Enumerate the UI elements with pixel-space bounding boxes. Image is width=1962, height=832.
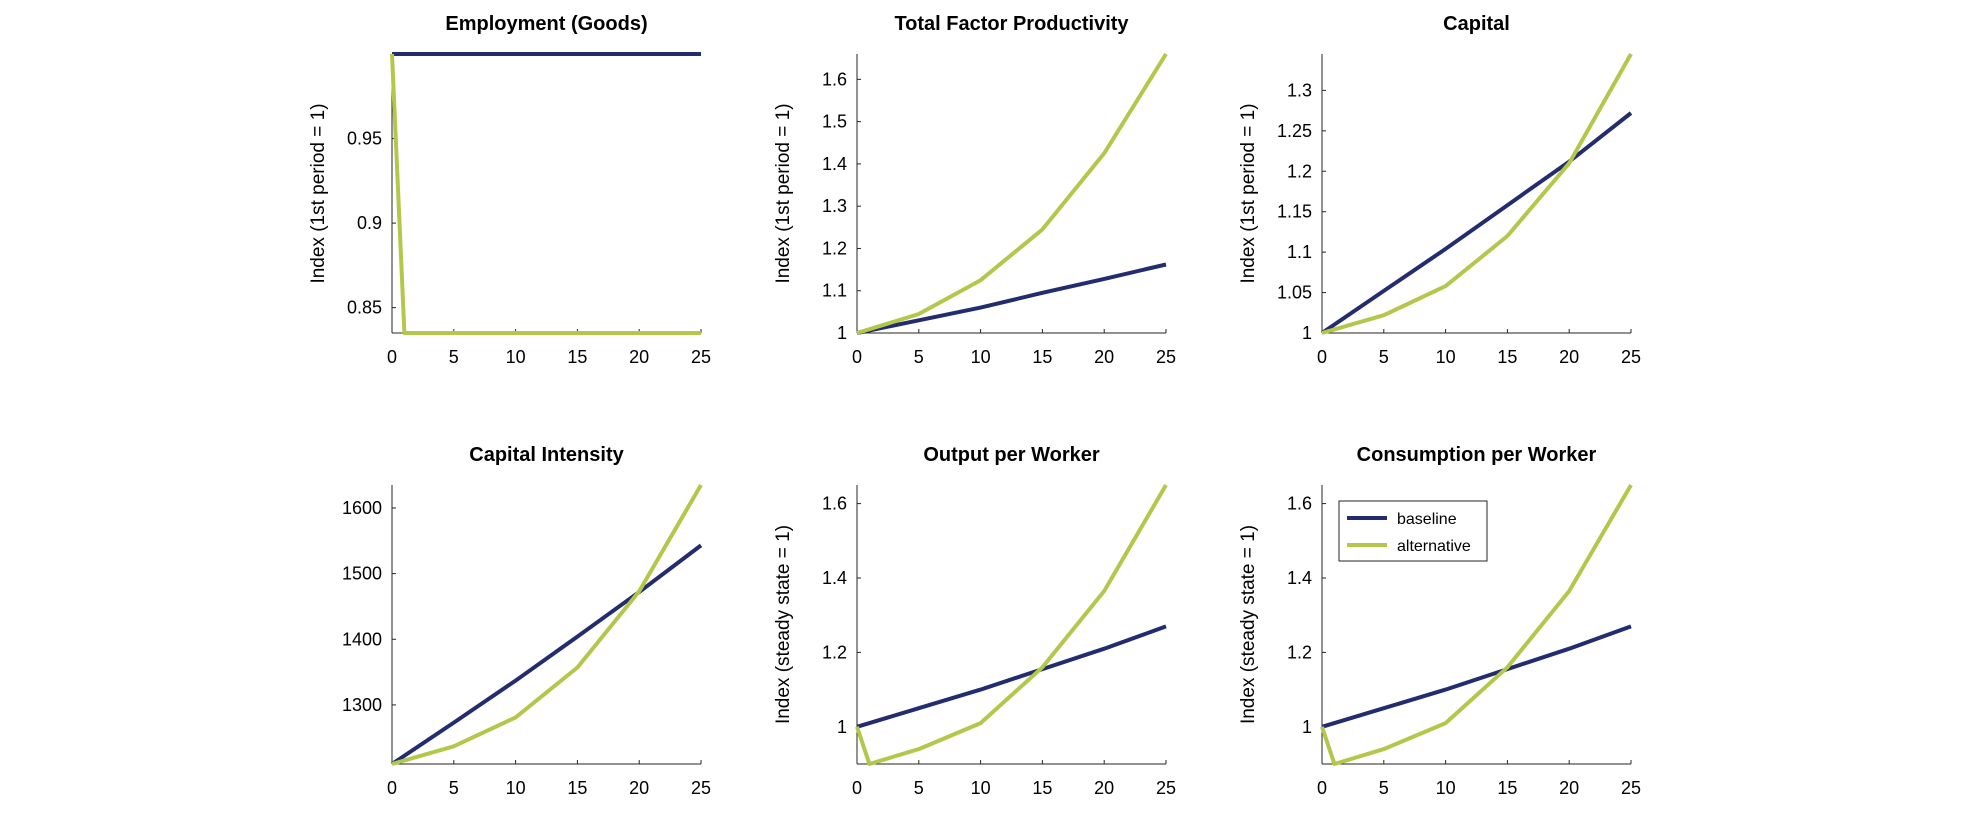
panel-title: Consumption per Worker <box>1357 444 1597 466</box>
x-tick-label: 20 <box>1094 347 1114 367</box>
y-tick-label: 1.2 <box>822 642 847 662</box>
x-tick-label: 5 <box>449 778 459 798</box>
y-tick-label: 1.3 <box>822 196 847 216</box>
y-tick-label: 1.5 <box>822 112 847 132</box>
x-tick-label: 20 <box>1094 778 1114 798</box>
x-tick-label: 10 <box>1436 347 1456 367</box>
chart-panel-4: Capital Intensity 0 5 10 15 20 25 1300 1400 1500 1… <box>342 444 711 798</box>
series-line-baseline <box>390 543 703 766</box>
y-tick-label: 1.1 <box>822 281 847 301</box>
x-tick-label: 10 <box>971 347 991 367</box>
legend-label-baseline: baseline <box>1397 511 1457 528</box>
x-tick-label: 5 <box>914 778 924 798</box>
chart-panel-2: Total Factor Productivity 0 5 10 15 20 25 1 1.1 1… <box>773 13 1176 367</box>
series-line-alternative <box>856 52 1168 335</box>
y-tick-label: 1.6 <box>1287 494 1312 514</box>
y-tick-label: 1 <box>837 717 847 737</box>
x-tick-label: 20 <box>1559 347 1579 367</box>
y-tick-label: 1 <box>1302 323 1312 343</box>
x-tick-label: 20 <box>629 778 649 798</box>
chart-panel-5: Output per Worker 0 5 10 15 20 25 1 1.2 1.4 1.6 Ind… <box>773 444 1176 798</box>
y-tick-label: 1.1 <box>1287 242 1312 262</box>
y-tick-label: 1.6 <box>822 69 847 89</box>
x-tick-label: 20 <box>629 347 649 367</box>
x-tick-label: 10 <box>506 778 526 798</box>
x-tick-label: 5 <box>449 347 459 367</box>
series-line-alternative <box>390 53 701 335</box>
x-tick-label: 5 <box>914 347 924 367</box>
series-line-baseline <box>1321 624 1632 729</box>
x-tick-label: 0 <box>852 778 862 798</box>
x-tick-label: 20 <box>1559 778 1579 798</box>
y-tick-label: 1.4 <box>1287 568 1312 588</box>
panel-title: Capital Intensity <box>469 444 624 466</box>
x-tick-label: 15 <box>1032 778 1052 798</box>
y-tick-label: 1.2 <box>1287 642 1312 662</box>
y-tick-label: 1300 <box>342 695 382 715</box>
chart-panel-3: Capital 0 5 10 15 20 25 1 1.05 1.1 1.15 1.2 1.25 1.3 I… <box>1238 13 1641 367</box>
series-line-baseline <box>1320 111 1633 335</box>
x-tick-label: 10 <box>1436 778 1456 798</box>
x-tick-label: 25 <box>1156 347 1176 367</box>
y-tick-label: 1.6 <box>822 494 847 514</box>
legend-label-alternative: alternative <box>1397 538 1471 555</box>
panel-title: Total Factor Productivity <box>894 13 1129 35</box>
x-tick-label: 25 <box>691 778 711 798</box>
y-tick-label: 1.2 <box>822 238 847 258</box>
x-tick-label: 15 <box>1032 347 1052 367</box>
y-tick-label: 1400 <box>342 629 382 649</box>
chart-panel-1: Employment (Goods) 0 5 10 15 20 25 0.85 0.9 0.95 I… <box>308 13 711 367</box>
x-tick-label: 15 <box>567 347 587 367</box>
x-tick-label: 5 <box>1379 347 1389 367</box>
y-tick-label: 0.9 <box>357 213 382 233</box>
x-tick-label: 5 <box>1379 778 1389 798</box>
y-tick-label: 1600 <box>342 498 382 518</box>
series-line-alternative <box>855 483 1168 766</box>
y-tick-label: 1.2 <box>1287 161 1312 181</box>
x-tick-label: 25 <box>1621 347 1641 367</box>
series-line-baseline <box>856 624 1167 729</box>
panel-title: Capital <box>1443 13 1510 35</box>
x-tick-label: 0 <box>387 347 397 367</box>
legend: baseline alternative <box>1338 500 1488 562</box>
x-tick-label: 25 <box>1156 778 1176 798</box>
x-tick-label: 15 <box>1497 778 1517 798</box>
x-tick-label: 25 <box>1621 778 1641 798</box>
y-tick-label: 1.05 <box>1277 283 1312 303</box>
y-axis-label: Index (steady state = 1) <box>773 525 794 724</box>
y-tick-label: 0.85 <box>347 298 382 318</box>
y-tick-label: 1.4 <box>822 154 847 174</box>
panel-title: Output per Worker <box>923 444 1100 466</box>
y-axis-label: Index (1st period = 1) <box>1238 103 1259 283</box>
x-tick-label: 0 <box>852 347 862 367</box>
series-line-alternative <box>391 483 703 766</box>
x-tick-label: 15 <box>1497 347 1517 367</box>
y-axis-label: Index (1st period = 1) <box>773 103 794 283</box>
y-tick-label: 0.95 <box>347 129 382 149</box>
y-axis-label: Index (steady state = 1) <box>1238 525 1259 724</box>
x-tick-label: 25 <box>691 347 711 367</box>
y-tick-label: 1.3 <box>1287 80 1312 100</box>
x-tick-label: 10 <box>971 778 991 798</box>
y-tick-label: 1.4 <box>822 568 847 588</box>
y-axis-label: Index (1st period = 1) <box>308 103 329 283</box>
y-tick-label: 1 <box>1302 717 1312 737</box>
chart-panel-6: Consumption per Worker 0 5 10 15 20 25 1 1.2 1.4 1… <box>1238 444 1641 798</box>
x-tick-label: 0 <box>1317 347 1327 367</box>
x-tick-label: 15 <box>567 778 587 798</box>
y-tick-label: 1.15 <box>1277 202 1312 222</box>
series-line-alternative <box>1321 53 1633 335</box>
y-tick-label: 1.25 <box>1277 121 1312 141</box>
series-line-baseline <box>856 262 1167 335</box>
y-tick-label: 1 <box>837 323 847 343</box>
legend-box <box>1338 500 1488 562</box>
series-line-alternative <box>1320 483 1633 766</box>
x-tick-label: 10 <box>506 347 526 367</box>
y-tick-label: 1500 <box>342 564 382 584</box>
x-tick-label: 0 <box>387 778 397 798</box>
x-tick-label: 0 <box>1317 778 1327 798</box>
panel-title: Employment (Goods) <box>445 13 647 35</box>
